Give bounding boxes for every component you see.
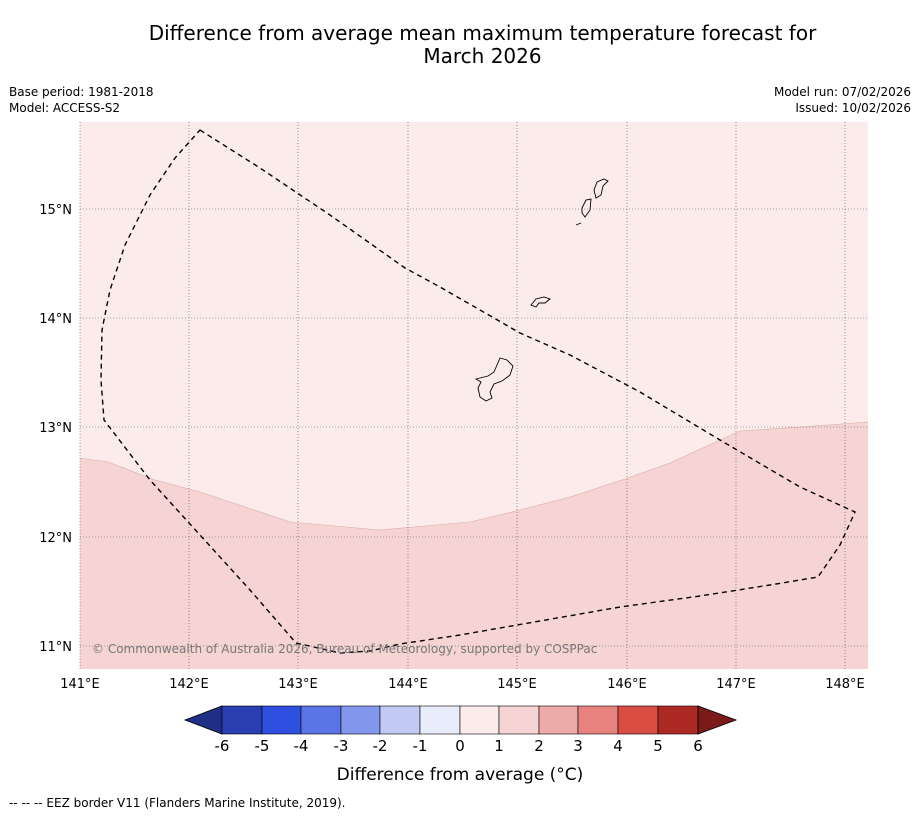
lon-label-144: 144°E: [388, 677, 428, 692]
graticule: [79, 122, 868, 669]
meta-left: Base period: 1981-2018 Model: ACCESS-S2: [9, 84, 154, 116]
colorbar-tick: 2: [534, 737, 544, 755]
colorbar-tick: -6: [215, 737, 230, 755]
aguijan-island: [575, 222, 582, 226]
eez-border: [100, 129, 856, 654]
colorbar-swatch: [657, 705, 699, 735]
lon-label-147: 147°E: [716, 677, 756, 692]
colorbar-over-extend: [697, 705, 738, 735]
colorbar-swatch: [577, 705, 619, 735]
model-name: Model: ACCESS-S2: [9, 101, 121, 115]
colorbar-tick: 0: [455, 737, 465, 755]
colorbar-tick: 4: [613, 737, 623, 755]
lat-label-12: 12°N: [39, 531, 72, 546]
colorbar-swatch: [419, 705, 461, 735]
saipan-island: [593, 178, 609, 199]
lat-label-15: 15°N: [39, 203, 72, 218]
lon-label-141: 141°E: [60, 677, 100, 692]
colorbar-swatch: [340, 705, 381, 735]
lat-label-14: 14°N: [39, 312, 72, 327]
colorbar-swatch: [498, 705, 540, 735]
base-period: Base period: 1981-2018: [9, 85, 154, 99]
meta-right: Model run: 07/02/2026 Issued: 10/02/2026: [774, 84, 911, 116]
colorbar-tick: -3: [334, 737, 349, 755]
colorbar-tick: 5: [653, 737, 663, 755]
eez-legend-note: -- -- -- EEZ border V11 (Flanders Marine…: [9, 796, 346, 810]
rota-island: [530, 296, 551, 308]
colorbar-swatch: [261, 705, 302, 735]
lon-label-143: 143°E: [278, 677, 318, 692]
lon-label-142: 142°E: [169, 677, 209, 692]
map-title: Difference from average mean maximum tem…: [0, 22, 919, 68]
colorbar-tick: -2: [373, 737, 388, 755]
guam-island: [474, 357, 514, 402]
colorbar-tick: 6: [693, 737, 703, 755]
colorbar-tick: 3: [573, 737, 583, 755]
colorbar-swatch: [300, 705, 342, 735]
lat-label-13: 13°N: [39, 421, 72, 436]
colorbar-tick: -5: [255, 737, 270, 755]
colorbar-swatch: [459, 705, 500, 735]
map-title-line2: March 2026: [423, 44, 542, 68]
lat-label-11: 11°N: [39, 640, 72, 655]
colorbar-title: Difference from average (°C): [337, 765, 584, 785]
issued-date: Issued: 10/02/2026: [795, 101, 911, 115]
model-run: Model run: 07/02/2026: [773, 85, 911, 99]
anomaly-zone-1-to-2: [80, 422, 868, 669]
colorbar-swatch: [538, 705, 579, 735]
colorbar: -6 -5 -4 -3 -2 -1 0 1 2 3 4 5 6 Differen…: [183, 705, 738, 785]
anomaly-contour-line: [79, 421, 869, 531]
colorbar-tick: -1: [413, 737, 428, 755]
colorbar-swatch: [379, 705, 421, 735]
colorbar-under-extend: [183, 705, 223, 735]
colorbar-tick: -4: [294, 737, 309, 755]
lon-label-145: 145°E: [497, 677, 537, 692]
colorbar-swatch: [617, 705, 659, 735]
tinian-island: [581, 198, 592, 218]
map-title-line1: Difference from average mean maximum tem…: [148, 21, 817, 45]
colorbar-tick: 1: [494, 737, 504, 755]
colorbar-swatch: [221, 705, 263, 735]
lon-label-148: 148°E: [825, 677, 865, 692]
lon-label-146: 146°E: [607, 677, 647, 692]
islands: [474, 178, 609, 402]
copyright-text: © Commonwealth of Australia 2026, Bureau…: [92, 642, 597, 656]
